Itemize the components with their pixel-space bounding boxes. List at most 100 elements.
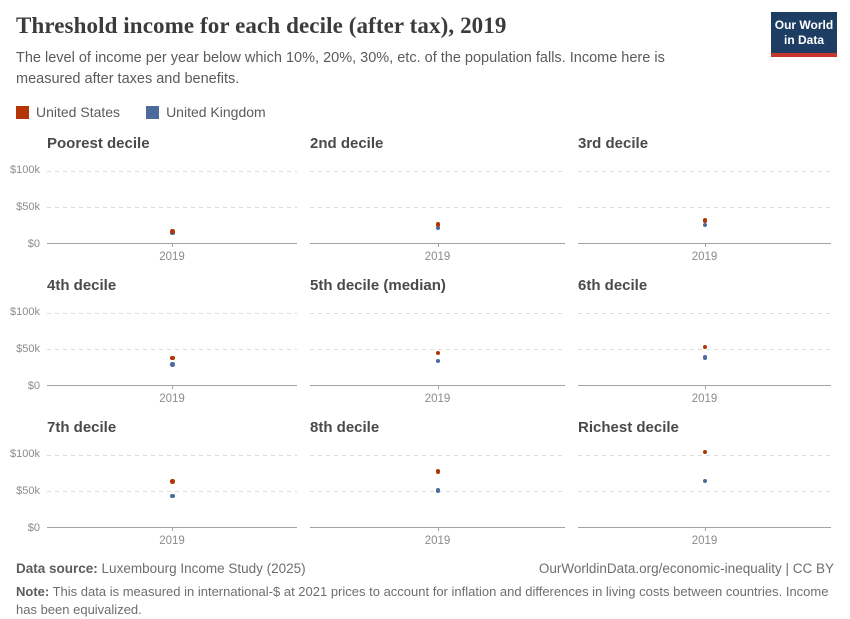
gridline-100k (578, 170, 831, 172)
panel-plot (578, 304, 831, 389)
panel-title: 2nd decile (310, 135, 384, 152)
chart-grid: Poorest decile $100k $50k $0 2019 2nd de… (10, 134, 834, 548)
gridline-100k (578, 454, 831, 456)
x-tick-label: 2019 (424, 251, 451, 263)
data-point-us-decile-6[interactable] (702, 344, 707, 350)
legend-swatch-us (16, 105, 29, 119)
panel-plot: $100k $50k $0 (10, 446, 297, 534)
legend-item-united-states[interactable]: United States (16, 104, 120, 120)
y-tick-label-0: $0 (27, 379, 40, 392)
legend-swatch-uk (146, 105, 160, 119)
y-tick-label-100k: $100k (10, 448, 40, 460)
panel-plot (578, 162, 831, 247)
gridline-100k (47, 312, 297, 314)
gridline-100k (310, 454, 565, 456)
panel-title: 8th decile (310, 419, 380, 436)
data-point-uk-decile-8[interactable] (435, 488, 440, 493)
gridline-100k (47, 454, 297, 456)
gridline-50k (47, 349, 297, 351)
data-point-uk-decile-5[interactable] (435, 358, 440, 364)
owid-url-link[interactable]: OurWorldinData.org/economic-inequality |… (538, 561, 834, 576)
gridline-100k (310, 312, 565, 314)
chart-subtitle: The level of income per year below which… (16, 50, 665, 87)
x-axis-tick (172, 527, 173, 531)
x-axis-tick (704, 243, 706, 247)
x-tick-label: 2019 (159, 251, 185, 263)
panel-title: 7th decile (47, 419, 117, 436)
gridline-50k (310, 207, 565, 209)
x-tick-label: 2019 (159, 535, 185, 547)
data-point-uk-decile-3[interactable] (702, 222, 707, 227)
gridline-100k (578, 312, 831, 314)
x-axis-tick (437, 527, 439, 531)
x-axis-tick (704, 385, 706, 389)
data-point-us-decile-7[interactable] (170, 479, 175, 484)
gridline-100k (310, 170, 565, 172)
footer-note-text: This data is measured in international-$… (16, 584, 829, 617)
data-point-us-decile-9[interactable] (702, 449, 707, 455)
data-point-us-decile-2[interactable] (435, 222, 440, 227)
panel-title: 5th decile (median) (310, 277, 446, 294)
legend-label-uk: United Kingdom (166, 104, 266, 120)
x-axis-tick (437, 385, 439, 389)
gridline-50k (578, 207, 831, 209)
gridline-50k (47, 207, 297, 209)
data-source-value: Luxembourg Income Study (2025) (101, 561, 306, 576)
y-tick-label-50k: $50k (16, 200, 40, 213)
panel-plot: $100k $50k $0 (10, 162, 297, 250)
y-tick-label-100k: $100k (10, 306, 40, 318)
x-tick-label: 2019 (691, 251, 718, 263)
x-tick-label: 2019 (424, 393, 451, 405)
x-tick-label: 2019 (424, 535, 451, 547)
chart-header: Threshold income for each decile (after … (16, 12, 837, 90)
panel-plot (578, 446, 831, 531)
data-point-us-decile-3[interactable] (702, 218, 707, 223)
data-point-uk-decile-4[interactable] (170, 362, 175, 367)
x-axis-tick (437, 243, 439, 247)
gridline-50k (47, 491, 297, 493)
footer-note: Note: This data is measured in internati… (16, 583, 834, 619)
chart-footer: Data source: Luxembourg Income Study (20… (16, 560, 834, 619)
y-tick-label-0: $0 (27, 237, 40, 250)
legend-item-united-kingdom[interactable]: United Kingdom (146, 104, 266, 120)
decile-panel-7: 7th decile $100k $50k $0 2019 (10, 418, 297, 548)
owid-logo-line1: Our World (774, 18, 834, 32)
x-tick-label: 2019 (159, 393, 185, 405)
data-point-us-decile-8[interactable] (435, 469, 440, 474)
gridline-50k (578, 491, 831, 493)
panel-plot (310, 162, 565, 247)
x-axis-tick (172, 243, 173, 247)
x-tick-label: 2019 (691, 535, 718, 547)
gridline-50k (310, 349, 565, 351)
legend-label-us: United States (36, 104, 121, 120)
panel-plot (310, 446, 565, 531)
panel-title: 6th decile (578, 277, 648, 294)
legend: United States United Kingdom (16, 104, 834, 120)
footer-note-label: Note: (16, 584, 50, 599)
panel-title: 3rd decile (578, 135, 649, 152)
decile-panel-5: 5th decile (median) 2019 (310, 276, 565, 406)
gridline-50k (578, 349, 831, 351)
chart-title: Threshold income for each decile (after … (16, 13, 507, 38)
decile-panel-3: 3rd decile 2019 (578, 134, 831, 264)
x-axis-tick (172, 385, 173, 389)
x-axis-tick (704, 527, 706, 531)
decile-panel-9: Richest decile 2019 (578, 418, 831, 548)
owid-logo[interactable]: Our World in Data (771, 12, 837, 57)
data-point-uk-decile-6[interactable] (702, 355, 707, 360)
data-point-uk-decile-9[interactable] (702, 478, 707, 484)
panel-plot: $100k $50k $0 (10, 304, 297, 392)
owid-logo-line2: in Data (783, 33, 824, 47)
panel-title: Poorest decile (47, 135, 150, 152)
decile-panel-6: 6th decile 2019 (578, 276, 831, 406)
y-tick-label-100k: $100k (10, 164, 40, 176)
data-point-us-decile-5[interactable] (435, 350, 440, 356)
data-point-uk-decile-7[interactable] (170, 493, 175, 499)
y-tick-label-50k: $50k (16, 484, 40, 497)
data-point-us-decile-4[interactable] (170, 355, 175, 361)
y-tick-label-0: $0 (27, 521, 40, 534)
panel-title: Richest decile (578, 419, 679, 436)
panel-plot (310, 304, 565, 389)
data-point-us-decile-1[interactable] (170, 229, 175, 234)
data-point-uk-decile-2[interactable] (435, 225, 440, 231)
